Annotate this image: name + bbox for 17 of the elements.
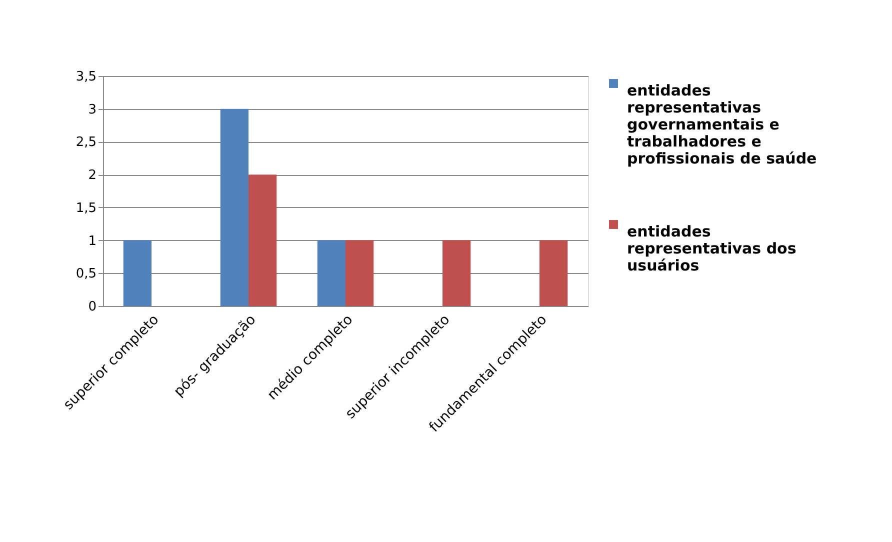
bar [220, 108, 248, 306]
y-tick-label: 3,5 [76, 70, 96, 84]
bar [346, 240, 374, 306]
bar [248, 174, 277, 306]
bar [317, 240, 346, 306]
bar [123, 240, 152, 306]
y-tick-label: 0 [88, 300, 96, 314]
y-tick-label: 1 [88, 234, 96, 249]
y-tick-label: 3 [88, 102, 96, 118]
bar [442, 240, 471, 306]
y-tick-label: 2 [88, 168, 96, 184]
y-tick-label: 2,5 [76, 135, 96, 150]
legend-label: entidades representativas governamentais e trabalhadores e profissionais de saúde [627, 82, 817, 168]
bar [540, 240, 568, 306]
y-tick-label: 0,5 [76, 266, 96, 282]
legend-label: entidades representativas dos usuários [627, 222, 796, 274]
y-tick-label: 1,5 [76, 200, 96, 216]
